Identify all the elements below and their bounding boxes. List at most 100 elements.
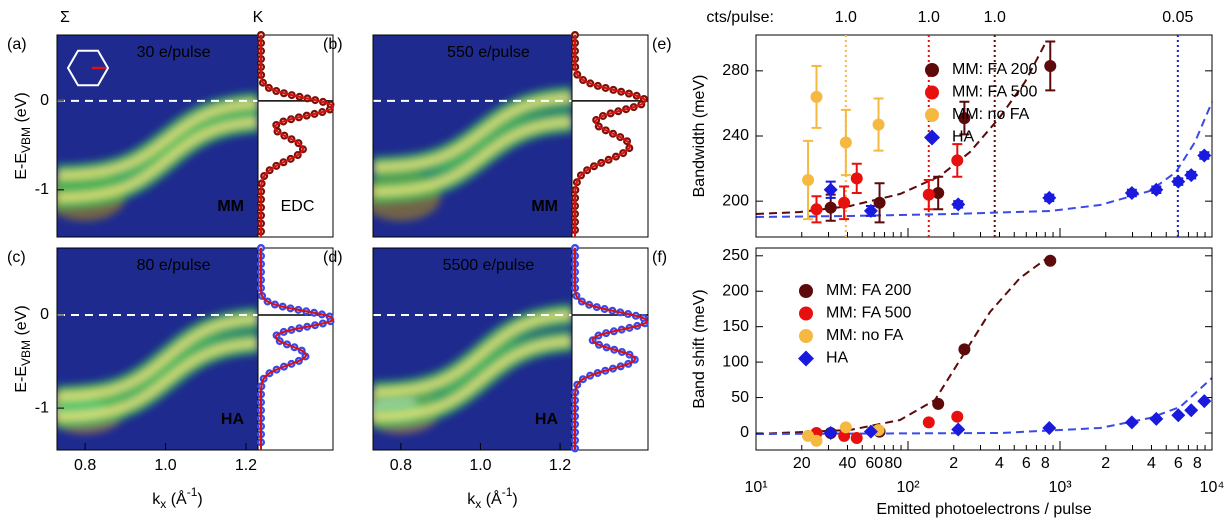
edc-frame	[257, 34, 334, 238]
edc-fit	[574, 248, 649, 450]
y-label-part: E-E	[13, 366, 30, 393]
x-label-part: k	[152, 491, 161, 508]
x-tick-label: 1.2	[549, 457, 571, 474]
point	[1197, 148, 1212, 163]
legend-marker	[925, 108, 939, 122]
x-tick-label: 40	[839, 455, 857, 472]
y-label-part: VBM	[19, 127, 33, 153]
y-tick-label: -1	[35, 399, 49, 416]
point	[951, 410, 964, 423]
arpes-image	[57, 35, 258, 237]
point	[839, 136, 852, 149]
point	[839, 421, 852, 434]
point	[850, 172, 863, 185]
count-label: 1.0	[984, 9, 1006, 26]
point	[932, 397, 945, 410]
legend-label: MM: no FA	[826, 327, 904, 344]
point	[951, 422, 966, 437]
point	[873, 196, 886, 209]
x-axis-label: kx (Å-1)	[152, 485, 202, 511]
image-band	[57, 117, 258, 202]
point	[1042, 190, 1057, 205]
legend-marker	[924, 129, 940, 146]
panel-label: (a)	[7, 36, 27, 53]
legend-marker	[798, 350, 814, 367]
point	[932, 187, 945, 200]
x-tick-label: 10¹	[744, 479, 767, 496]
point	[1124, 186, 1139, 201]
legend-marker	[925, 63, 939, 77]
fit-curve	[755, 101, 1213, 218]
x-tick-label: 1.0	[469, 457, 491, 474]
image-glow	[57, 307, 258, 434]
annotation: 5500 e/pulse	[443, 257, 535, 274]
x-tick-label: 1.2	[235, 457, 257, 474]
annotation: 80 e/pulse	[137, 257, 211, 274]
x-tick-label: 0.8	[74, 457, 96, 474]
point	[1149, 411, 1164, 426]
point	[810, 434, 823, 447]
point	[824, 201, 837, 214]
x-label-part: -1	[187, 485, 198, 499]
y-axis-label: Bandwidth (meV)	[691, 75, 708, 198]
point	[951, 154, 964, 167]
x-label-part: )	[197, 491, 202, 508]
panel-label: (c)	[7, 249, 26, 266]
legend-label: MM: FA 200	[826, 282, 911, 299]
legend-label: MM: no FA	[952, 106, 1030, 123]
point	[810, 203, 823, 216]
x-label-part: x	[160, 497, 166, 511]
x-tick-label: 1.0	[154, 457, 176, 474]
arpes-image	[57, 248, 258, 450]
x-label-part: x	[475, 497, 481, 511]
y-tick-label: 50	[731, 389, 749, 406]
y-tick-label: 200	[722, 192, 749, 209]
x-tick-label: 60	[865, 455, 883, 472]
x-tick-label: 6	[1022, 455, 1031, 472]
count-label: 1.0	[835, 9, 857, 26]
point	[872, 118, 885, 131]
panel-label: (d)	[323, 249, 343, 266]
x-tick-label: 0.8	[390, 457, 412, 474]
legend-marker	[799, 284, 813, 298]
panel-label: (e)	[652, 36, 672, 53]
x-tick-label: 10⁴	[1200, 479, 1225, 496]
image-band	[373, 117, 572, 196]
image-glow	[373, 303, 572, 434]
count-label: 1.0	[918, 9, 940, 26]
tag: HA	[535, 411, 559, 428]
fit-curve	[755, 377, 1213, 435]
top-label: Σ	[60, 9, 70, 26]
point	[823, 425, 838, 440]
point	[1184, 168, 1199, 183]
x-tick-label: 4	[995, 455, 1004, 472]
y-axis-label: E-EVBM (eV)	[13, 92, 33, 179]
panel-label: (b)	[323, 36, 343, 53]
point	[863, 203, 878, 218]
x-tick-label: 80	[884, 455, 902, 472]
legend-marker	[799, 329, 813, 343]
legend-marker	[799, 306, 813, 321]
fit-curve	[755, 255, 1051, 435]
panel-label: (f)	[652, 249, 667, 266]
y-tick-label: 0	[40, 92, 49, 109]
point	[838, 196, 851, 209]
x-axis-label: Emitted photoelectrons / pulse	[876, 501, 1091, 518]
x-tick-label: 8	[1193, 455, 1202, 472]
point	[802, 173, 815, 186]
x-tick-label: 4	[1147, 455, 1156, 472]
y-tick-label: 200	[722, 282, 749, 299]
point	[958, 343, 971, 356]
y-axis-label: Band shift (meV)	[691, 289, 708, 408]
edc-fit	[574, 35, 647, 237]
y-tick-label: 0	[740, 424, 749, 441]
image-band	[373, 310, 572, 397]
image-band	[57, 314, 258, 401]
x-label-part: (Å	[481, 489, 502, 508]
image-band	[373, 93, 572, 172]
point	[1149, 182, 1164, 197]
image-band	[57, 99, 258, 180]
annotation: 550 e/pulse	[447, 44, 530, 61]
y-tick-label: 240	[722, 127, 749, 144]
arpes-image	[373, 248, 572, 450]
